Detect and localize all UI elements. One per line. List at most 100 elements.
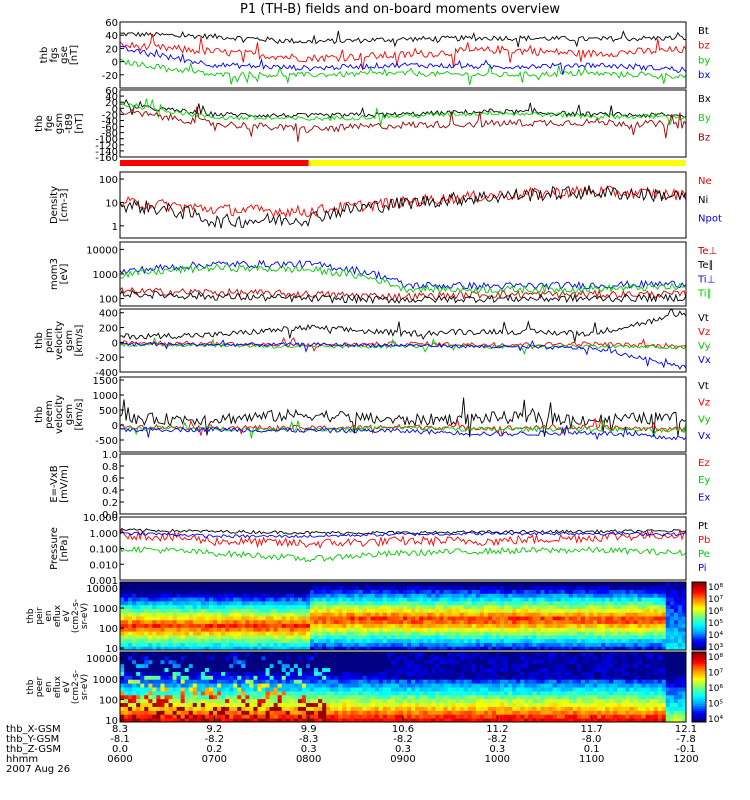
spectrogram-cell <box>322 675 327 680</box>
spectrogram-cell <box>297 690 303 696</box>
spectrogram-cell <box>415 600 420 606</box>
spectrogram-cell <box>641 612 647 617</box>
spectrogram-cell <box>439 642 444 647</box>
legend-pressure-3: Pi <box>698 563 707 574</box>
spectrogram-cell <box>463 619 469 625</box>
spectrogram-cell <box>293 675 299 680</box>
spectrogram-cell <box>314 690 319 696</box>
spectrogram-cell <box>184 631 190 636</box>
spectrogram-cell <box>184 675 190 680</box>
spectrogram-cell <box>382 706 388 711</box>
spectrogram-cell <box>273 597 279 602</box>
spectrogram-cell <box>225 608 230 613</box>
spectrogram-cell <box>495 667 501 672</box>
spectrogram-cell <box>483 675 489 680</box>
spectrogram-cell <box>245 698 250 704</box>
spectrogram-cell <box>172 702 178 707</box>
spectrogram-cell <box>217 690 222 696</box>
ylabel-peir: eV <box>62 609 72 622</box>
spectrogram-cell <box>556 679 562 684</box>
spectrogram-cell <box>273 683 279 688</box>
spectrogram-cell <box>241 593 246 598</box>
spectrogram-cell <box>613 627 618 632</box>
spectrogram-cell <box>520 652 525 657</box>
spectrogram-cell <box>471 710 477 715</box>
spectrogram-cell <box>431 690 436 696</box>
spectrogram-cell <box>221 702 226 707</box>
spectrogram-cell <box>265 646 271 651</box>
spectrogram-cell <box>520 582 525 587</box>
spectrogram-cell <box>297 638 303 643</box>
spectrogram-cell <box>200 698 206 704</box>
spectrogram-cell <box>217 604 222 609</box>
spectrogram-cell <box>229 671 234 676</box>
spectrogram-cell <box>451 582 457 587</box>
spectrogram-cell <box>403 659 408 665</box>
spectrogram-cell <box>346 597 351 602</box>
series-fge-2 <box>119 106 687 142</box>
spectrogram-cell <box>427 582 432 587</box>
spectrogram-cell <box>584 710 590 715</box>
spectrogram-cell <box>463 623 469 628</box>
spectrogram-cell <box>613 679 618 684</box>
spectrogram-cell <box>196 612 202 617</box>
spectrogram-cell <box>512 631 517 636</box>
spectrogram-cell <box>172 600 178 606</box>
spectrogram-cell <box>382 698 388 704</box>
spectrogram-cell <box>245 683 250 688</box>
spectrogram-cell <box>443 706 448 711</box>
spectrogram-cell <box>342 612 347 617</box>
spectrogram-cell <box>233 627 238 632</box>
spectrogram-cell <box>552 702 558 707</box>
spectrogram-cell <box>495 638 501 643</box>
spectrogram-cell <box>314 600 319 606</box>
spectrogram-cell <box>572 597 578 602</box>
spectrogram-cell <box>548 582 554 587</box>
panel-fgs <box>119 30 687 85</box>
spectrogram-cell <box>362 608 368 613</box>
spectrogram-cell <box>431 663 436 669</box>
spectrogram-cell <box>544 623 550 628</box>
colorbar-cell <box>692 611 706 615</box>
spectrogram-cell <box>548 597 554 602</box>
spectrogram-cell <box>564 698 570 704</box>
spectrogram-cell <box>661 619 667 625</box>
spectrogram-cell <box>156 627 161 632</box>
spectrogram-cell <box>172 714 178 719</box>
spectrogram-cell <box>265 616 271 621</box>
spectrogram-cell <box>208 619 214 625</box>
spectrogram-cell <box>459 623 465 628</box>
spectrogram-cell <box>249 638 254 643</box>
spectrogram-cell <box>673 585 679 591</box>
spectrogram-cell <box>532 671 537 676</box>
spectrogram-cell <box>326 694 331 700</box>
spectrogram-cell <box>580 710 586 715</box>
spectrogram-cell <box>382 675 388 680</box>
spectrogram-cell <box>536 714 541 719</box>
panel-peem_velocity <box>119 397 687 441</box>
spectrogram-cell <box>120 683 125 688</box>
spectrogram-cell <box>318 663 323 669</box>
spectrogram-cell <box>374 582 380 587</box>
spectrogram-cell <box>330 631 335 636</box>
spectrogram-cell <box>221 675 226 680</box>
spectrogram-cell <box>253 655 258 661</box>
spectrogram-cell <box>305 634 311 640</box>
spectrogram-cell <box>411 690 416 696</box>
spectrogram-cell <box>188 714 194 719</box>
spectrogram-cell <box>221 655 226 661</box>
spectrogram-cell <box>273 585 279 591</box>
spectrogram-cell <box>637 623 643 628</box>
spectrogram-cell <box>273 706 279 711</box>
spectrogram-cell <box>584 612 590 617</box>
spectrogram-cell <box>439 608 444 613</box>
spectrogram-cell <box>520 683 525 688</box>
spectrogram-cell <box>229 600 234 606</box>
spectrogram-cell <box>285 694 291 700</box>
spectrogram-cell <box>152 710 157 715</box>
spectrogram-cell <box>556 638 562 643</box>
spectrogram-cell <box>605 619 610 625</box>
spectrogram-cell <box>398 675 404 680</box>
spectrogram-cell <box>548 585 554 591</box>
spectrogram-cell <box>516 582 521 587</box>
